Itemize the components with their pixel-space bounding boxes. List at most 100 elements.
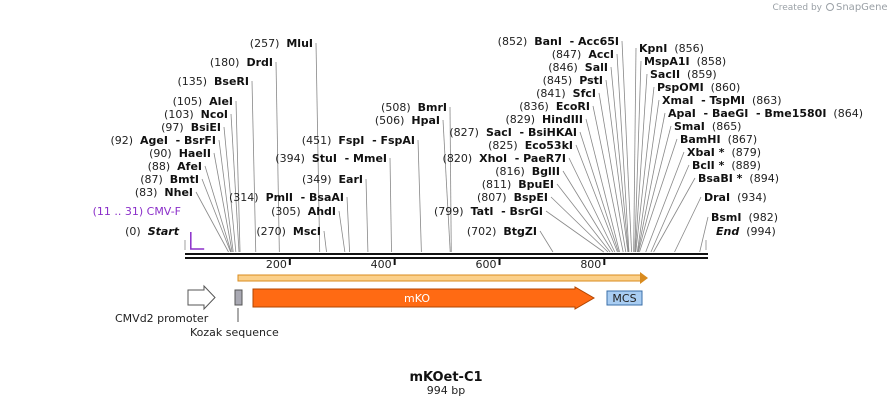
site-bglii[interactable]: (816) BglII [495,165,560,178]
site-drdi[interactable]: (180) DrdI [210,56,273,69]
site-bsabi[interactable]: BsaBI * (894) [698,172,779,185]
site-kpni[interactable]: KpnI (856) [639,42,704,55]
leader-sfci [598,92,627,253]
leader-ahdi [338,210,346,253]
leader-bspei [550,196,609,253]
site-label-apai-baegi-bme1580i: ApaI - BaeGI - Bme1580I (864) [668,107,863,120]
site-eari[interactable]: (349) EarI [302,173,363,186]
axis-ticks: 200 400 600 800 [266,258,606,271]
site-bpuei[interactable]: (811) BpuEI [482,178,554,191]
leader-pmli-bsaai [346,196,350,253]
site-label-saci-bsihkai: (827) SacI - BsiHKAI [449,126,577,139]
site-label-drai: DraI (934) [704,191,767,204]
leader-bsiei [223,126,237,253]
site-msci[interactable]: (270) MscI [256,225,321,238]
site-apai-baegi-bme1580i[interactable]: ApaI - BaeGI - Bme1580I (864) [668,107,863,120]
site-bsiei[interactable]: (97) BsiEI [161,121,221,134]
site-label-hindiii: (829) HindIII [505,113,583,126]
site-pspomi[interactable]: PspOMI (860) [657,81,740,94]
site-haeii[interactable]: (90) HaeII [149,147,211,160]
site-label-bcli: BclI * (889) [692,159,761,172]
site-label-bsmi: BsmI (982) [711,211,778,224]
leader-ncoi [230,113,240,253]
site-label-bpuei: (811) BpuEI [482,178,554,191]
site-label-eco53ki: (825) Eco53kI [488,139,573,152]
primer-cmv-f[interactable]: (11 .. 31) CMV-F [93,205,205,250]
leader-btgzi [539,230,554,253]
site-label-btgzi: (702) BtgZI [467,225,537,238]
site-tati-bsrgi[interactable]: (799) TatI - BsrGI [434,205,543,218]
leader-xhoi-paer7i [568,157,616,253]
leader-fspi-fspai [417,139,422,253]
feature-mko[interactable]: mKO [252,286,595,310]
leader-nhei [195,191,229,253]
feature-cmvd2[interactable]: CMVd2 promoter [115,284,216,325]
snapgene-logo-icon [826,3,834,11]
leader-agei-bsrfi [218,139,234,253]
site-bmri[interactable]: (508) BmrI [381,101,447,114]
site-ahdi[interactable]: (305) AhdI [271,205,336,218]
site-xmai-tspmi[interactable]: XmaI - TspMI (863) [662,94,782,107]
site-label-pspomi: PspOMI (860) [657,81,740,94]
site-smai[interactable]: SmaI (865) [674,120,741,133]
site-bani-acc65i[interactable]: (852) BanI - Acc65I [498,35,619,48]
orf-arrowhead [640,272,648,284]
plasmid-size: 994 bp [427,384,465,397]
site-mspa1i[interactable]: MspA1I (858) [644,55,726,68]
site-label-start: (0) Start [125,225,180,238]
site-label-xbai: XbaI * (879) [687,146,761,159]
site-label-bsabi: BsaBI * (894) [698,172,779,185]
leader-bpuei [556,183,611,253]
site-start[interactable]: (0) Start [125,225,180,238]
site-label-bseri: (135) BseRI [177,75,249,88]
site-bsmi[interactable]: BsmI (982) [711,211,778,224]
site-alei[interactable]: (105) AleI [173,95,233,108]
feature-mcs[interactable]: MCS [606,290,643,306]
site-label-hpai: (506) HpaI [375,114,440,127]
leader-acci [616,53,630,253]
leader-bglii [562,170,614,253]
site-ncoi[interactable]: (103) NcoI [164,108,228,121]
plasmid-name: mKOet-C1 [409,370,482,385]
site-saci-bsihkai[interactable]: (827) SacI - BsiHKAI [449,126,577,139]
site-bamhi[interactable]: BamHI (867) [680,133,757,146]
site-bcli[interactable]: BclI * (889) [692,159,761,172]
site-bseri[interactable]: (135) BseRI [177,75,249,88]
site-mlui[interactable]: (257) MluI [250,37,313,50]
site-label-drdi: (180) DrdI [210,56,273,69]
site-label-kpni: KpnI (856) [639,42,704,55]
site-acci[interactable]: (847) AccI [552,48,614,61]
site-hpai[interactable]: (506) HpaI [375,114,440,127]
tick-label-400: 400 [371,258,392,271]
site-pmli-bsaai[interactable]: (314) PmlI - BsaAI [229,191,344,204]
site-drai[interactable]: DraI (934) [704,191,767,204]
site-bspei[interactable]: (807) BspEI [477,191,548,204]
site-afei[interactable]: (88) AfeI [148,160,202,173]
leader-kpni [633,47,637,253]
site-label-tati-bsrgi: (799) TatI - BsrGI [434,205,543,218]
leader-ecori [592,105,624,253]
site-nhei[interactable]: (83) NheI [135,186,193,199]
site-hindiii[interactable]: (829) HindIII [505,113,583,126]
mcs-box [606,290,643,306]
site-sali[interactable]: (846) SalI [548,61,608,74]
site-btgzi[interactable]: (702) BtgZI [467,225,537,238]
site-bmti[interactable]: (87) BmtI [140,173,199,186]
site-label-eari: (349) EarI [302,173,363,186]
site-agei-bsrfi[interactable]: (92) AgeI - BsrFI [110,134,216,147]
site-stui-mmei[interactable]: (394) StuI - MmeI [275,152,387,165]
site-psti[interactable]: (845) PstI [543,74,603,87]
site-end[interactable]: End (994) [716,225,776,238]
site-eco53ki[interactable]: (825) Eco53kI [488,139,573,152]
site-sfci[interactable]: (841) SfcI [536,87,596,100]
leader-haeii [213,152,233,253]
site-xbai[interactable]: XbaI * (879) [687,146,761,159]
orf-arrow [237,272,648,284]
feature-kozak[interactable]: Kozak sequence [190,289,279,339]
site-ecori[interactable]: (836) EcoRI [519,100,590,113]
site-xhoi-paer7i[interactable]: (820) XhoI - PaeR7I [443,152,566,165]
site-fspi-fspai[interactable]: (451) FspI - FspAI [302,134,415,147]
site-label-sali: (846) SalI [548,61,608,74]
leader-bmti [201,178,231,253]
site-sacii[interactable]: SacII (859) [650,68,717,81]
